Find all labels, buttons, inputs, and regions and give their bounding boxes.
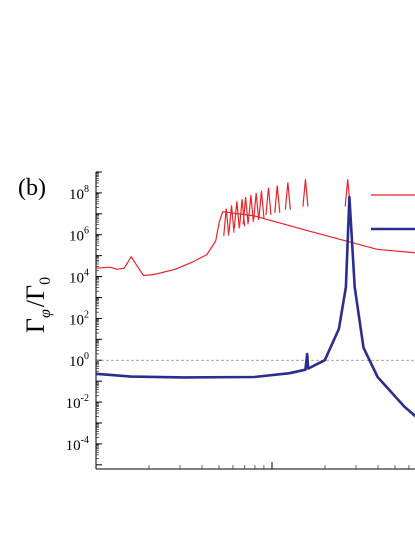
y-tick-label: 106: [69, 226, 89, 245]
y-tick-label: 104: [69, 268, 89, 287]
series-line-1: [95, 211, 415, 277]
ylabel-sub: φ: [37, 309, 54, 318]
series-peak-1: [284, 182, 291, 210]
y-ticks: 108 106 104 102 100 10-2 10-4: [66, 171, 102, 466]
y-tick-label: 100: [69, 351, 89, 370]
series-peak-1: [274, 185, 281, 213]
y-tick-label: 108: [69, 184, 89, 203]
series-peak-1: [258, 190, 265, 219]
ylabel-main: Γ: [21, 318, 50, 333]
series-line-2: [95, 195, 415, 418]
series-peak-1: [242, 197, 249, 225]
series-peak-1: [265, 187, 272, 215]
ylabel-rest: /Γ: [21, 285, 50, 307]
panel-label: (b): [18, 175, 46, 201]
legend: [371, 194, 415, 231]
y-axis-label: Γφ/Γ0: [21, 277, 54, 333]
y-tick-label: 10-2: [66, 393, 89, 412]
ylabel-rest-sub: 0: [37, 277, 54, 285]
series-peak-1: [253, 192, 260, 221]
series-peak-1: [247, 194, 254, 223]
series-peak-1: [233, 201, 240, 229]
series-group: [95, 179, 415, 418]
svg-text:Γφ/Γ0: Γφ/Γ0: [21, 277, 54, 333]
y-tick-label: 102: [69, 309, 89, 328]
series-peak-1: [223, 208, 230, 236]
series-peak-1: [302, 179, 309, 207]
x-ticks: [95, 462, 410, 469]
y-tick-label: 10-4: [66, 435, 89, 454]
series-peak-1: [228, 205, 235, 233]
